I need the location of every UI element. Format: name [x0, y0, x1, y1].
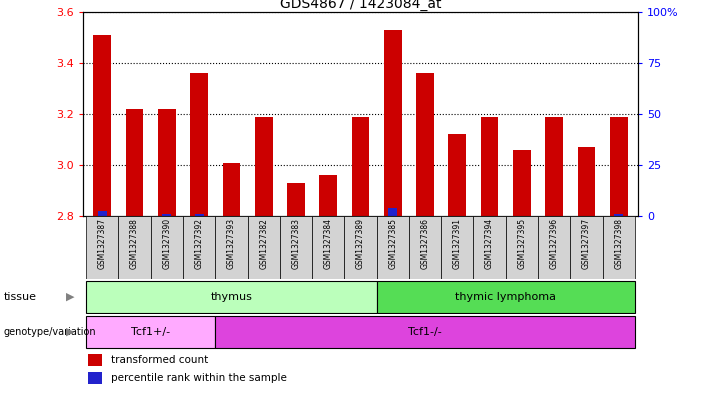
Bar — [89, 354, 102, 366]
Bar — [89, 372, 102, 384]
Bar — [352, 116, 369, 216]
Bar — [312, 216, 345, 279]
Bar — [86, 216, 118, 279]
Text: GSM1327382: GSM1327382 — [259, 218, 268, 269]
Text: thymic lymphoma: thymic lymphoma — [455, 292, 556, 302]
Bar — [474, 216, 505, 279]
Bar — [280, 216, 312, 279]
Bar — [448, 134, 466, 216]
Text: GSM1327396: GSM1327396 — [549, 218, 559, 269]
Bar — [94, 35, 111, 216]
Bar — [389, 208, 397, 216]
Text: GSM1327391: GSM1327391 — [453, 218, 462, 269]
Bar — [151, 216, 183, 279]
Text: GSM1327390: GSM1327390 — [162, 218, 172, 269]
Text: genotype/variation: genotype/variation — [4, 327, 96, 337]
Bar — [247, 216, 280, 279]
Bar — [409, 216, 441, 279]
Text: GSM1327388: GSM1327388 — [130, 218, 139, 269]
Bar — [570, 216, 603, 279]
Text: GSM1327389: GSM1327389 — [356, 218, 365, 269]
Bar — [538, 216, 570, 279]
Bar — [162, 213, 172, 216]
Bar — [216, 216, 247, 279]
Text: GSM1327385: GSM1327385 — [389, 218, 397, 269]
Bar — [376, 281, 635, 313]
Bar — [416, 73, 434, 216]
Text: GSM1327398: GSM1327398 — [614, 218, 623, 269]
Bar — [513, 150, 531, 216]
Text: GSM1327397: GSM1327397 — [582, 218, 591, 269]
Text: GSM1327395: GSM1327395 — [518, 218, 526, 269]
Bar — [376, 216, 409, 279]
Bar — [505, 216, 538, 279]
Bar — [481, 116, 498, 216]
Text: GSM1327393: GSM1327393 — [227, 218, 236, 269]
Bar — [118, 216, 151, 279]
Bar — [86, 281, 376, 313]
Text: transformed count: transformed count — [111, 355, 208, 365]
Text: Tcf1+/-: Tcf1+/- — [131, 327, 170, 337]
Bar — [287, 183, 305, 216]
Bar — [345, 216, 376, 279]
Bar — [578, 147, 596, 216]
Bar — [158, 109, 176, 216]
Bar — [125, 109, 143, 216]
Text: ▶: ▶ — [66, 327, 74, 337]
Text: ▶: ▶ — [66, 292, 74, 302]
Bar — [614, 213, 623, 216]
Bar — [223, 163, 240, 216]
Text: GSM1327383: GSM1327383 — [291, 218, 301, 269]
Text: GSM1327394: GSM1327394 — [485, 218, 494, 269]
Bar — [610, 116, 627, 216]
Text: Tcf1-/-: Tcf1-/- — [408, 327, 442, 337]
Title: GDS4867 / 1423084_at: GDS4867 / 1423084_at — [280, 0, 441, 11]
Text: GSM1327384: GSM1327384 — [324, 218, 332, 269]
Text: GSM1327386: GSM1327386 — [420, 218, 430, 269]
Text: GSM1327387: GSM1327387 — [98, 218, 107, 269]
Text: thymus: thymus — [211, 292, 252, 302]
Bar — [255, 116, 273, 216]
Bar — [98, 211, 107, 216]
Bar — [190, 73, 208, 216]
Text: GSM1327392: GSM1327392 — [195, 218, 203, 269]
Bar — [384, 30, 402, 216]
Bar — [545, 116, 563, 216]
Bar — [86, 316, 216, 348]
Text: tissue: tissue — [4, 292, 37, 302]
Bar — [216, 316, 635, 348]
Bar — [195, 213, 203, 216]
Text: percentile rank within the sample: percentile rank within the sample — [111, 373, 286, 383]
Bar — [603, 216, 635, 279]
Bar — [183, 216, 216, 279]
Bar — [441, 216, 474, 279]
Bar — [319, 175, 337, 216]
